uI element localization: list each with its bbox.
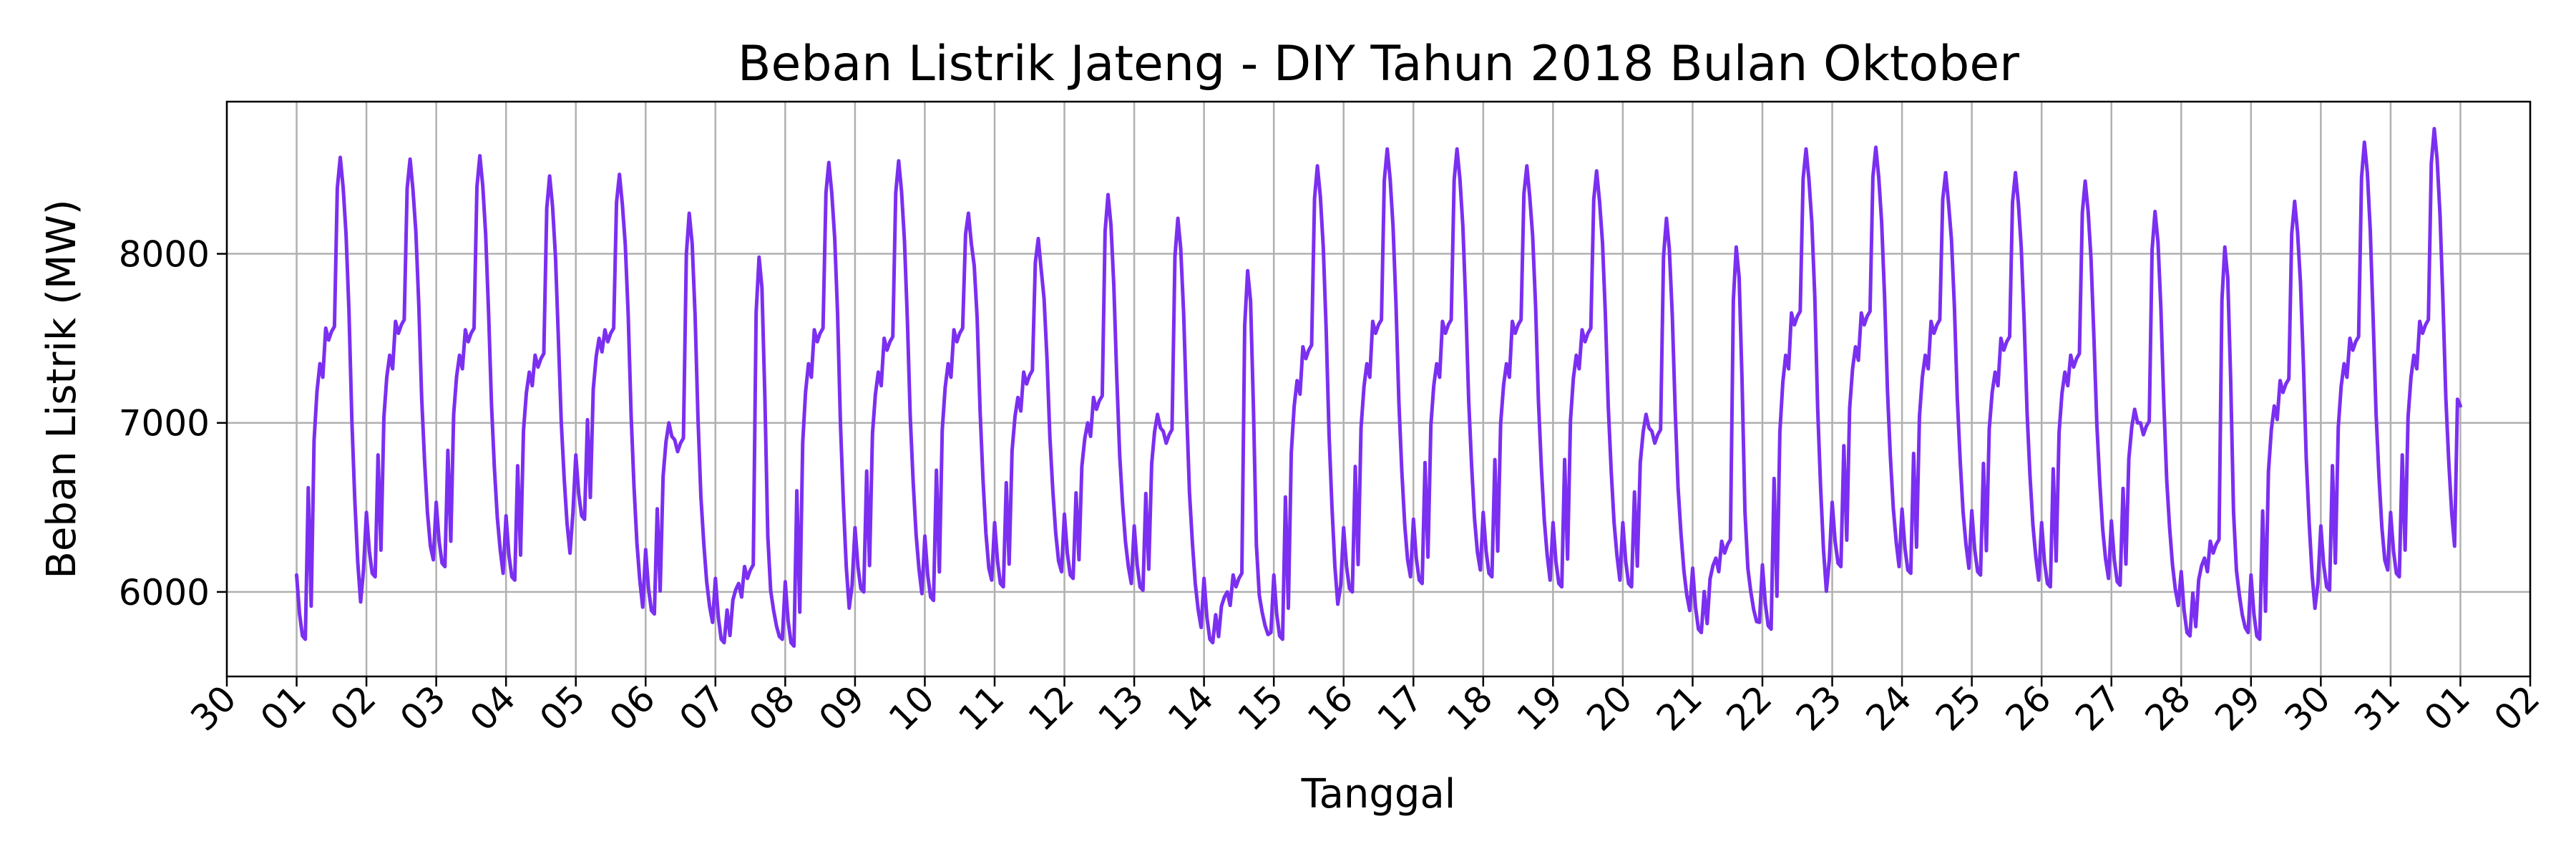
y-tick-label: 7000 (119, 403, 210, 445)
plot-frame (225, 100, 2532, 678)
line-layer (295, 127, 2462, 648)
y-tick-label: 8000 (119, 234, 210, 276)
x-axis-label: Tanggal (1301, 771, 1456, 817)
series-line (295, 127, 2462, 648)
chart-title: Beban Listrik Jateng - DIY Tahun 2018 Bu… (738, 36, 2019, 92)
y-tick-label: 6000 (119, 572, 210, 613)
y-axis-label: Beban Listrik (MW) (39, 199, 85, 578)
